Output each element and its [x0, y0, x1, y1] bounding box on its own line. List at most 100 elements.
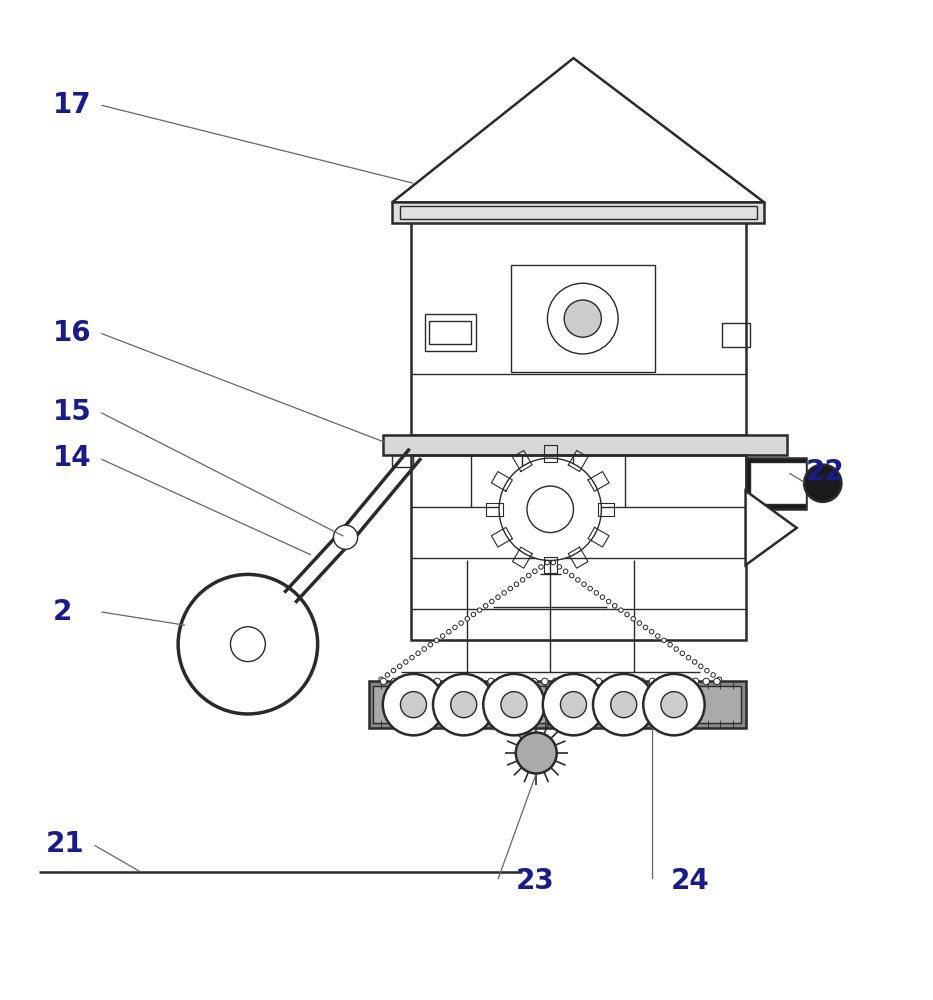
Circle shape [502, 591, 507, 595]
Circle shape [600, 595, 605, 599]
Circle shape [385, 673, 390, 677]
Circle shape [631, 617, 635, 621]
Text: 23: 23 [516, 867, 554, 895]
Circle shape [440, 634, 445, 638]
Circle shape [514, 582, 519, 586]
Circle shape [588, 586, 592, 591]
Circle shape [643, 625, 648, 630]
Circle shape [548, 283, 619, 354]
Text: 22: 22 [806, 458, 844, 486]
Circle shape [402, 678, 409, 685]
Circle shape [551, 560, 555, 565]
Bar [745, 458, 806, 509]
Circle shape [508, 586, 512, 591]
Circle shape [576, 578, 580, 582]
Circle shape [543, 674, 605, 735]
Text: 21: 21 [46, 830, 85, 858]
Circle shape [637, 621, 642, 625]
Circle shape [660, 678, 666, 685]
Circle shape [606, 678, 613, 685]
Bar [411, 455, 745, 640]
Circle shape [410, 655, 414, 660]
Circle shape [692, 678, 699, 685]
Circle shape [643, 674, 704, 735]
Circle shape [611, 692, 636, 718]
Circle shape [612, 604, 617, 608]
Circle shape [692, 660, 697, 664]
Circle shape [391, 678, 397, 685]
Circle shape [595, 678, 602, 685]
Circle shape [434, 638, 439, 643]
Circle shape [459, 621, 464, 625]
Circle shape [433, 674, 494, 735]
Bar [369, 681, 745, 728]
Circle shape [498, 678, 505, 685]
Circle shape [680, 651, 685, 656]
Circle shape [422, 647, 426, 651]
Circle shape [490, 599, 494, 604]
Circle shape [381, 678, 387, 685]
Circle shape [661, 638, 666, 643]
Circle shape [379, 677, 383, 681]
Circle shape [478, 608, 481, 612]
Text: 14: 14 [52, 444, 91, 472]
Circle shape [428, 642, 433, 647]
Circle shape [509, 678, 516, 685]
Circle shape [564, 300, 602, 337]
Circle shape [557, 565, 562, 569]
Circle shape [527, 486, 574, 533]
Circle shape [594, 591, 599, 595]
Circle shape [681, 678, 688, 685]
Circle shape [501, 692, 527, 718]
Text: 15: 15 [52, 398, 91, 426]
Circle shape [412, 678, 419, 685]
Circle shape [488, 678, 494, 685]
Circle shape [451, 692, 477, 718]
Bar [429, 321, 471, 344]
Circle shape [495, 595, 500, 599]
Bar [399, 206, 757, 219]
Circle shape [661, 692, 687, 718]
Circle shape [477, 678, 483, 685]
Circle shape [516, 733, 557, 773]
Text: 2: 2 [52, 598, 72, 626]
Circle shape [638, 678, 645, 685]
Circle shape [447, 629, 451, 634]
Circle shape [564, 678, 569, 685]
Circle shape [668, 642, 673, 647]
Bar [392, 202, 764, 223]
Circle shape [671, 678, 677, 685]
Circle shape [383, 674, 444, 735]
Circle shape [619, 608, 623, 612]
Circle shape [625, 612, 629, 617]
Circle shape [717, 677, 721, 681]
Circle shape [699, 664, 703, 669]
Circle shape [561, 692, 587, 718]
Bar [722, 323, 750, 347]
Bar [425, 314, 476, 351]
Circle shape [711, 673, 716, 677]
Circle shape [416, 651, 421, 656]
Circle shape [585, 678, 592, 685]
Circle shape [569, 573, 574, 578]
Circle shape [471, 612, 476, 617]
Circle shape [466, 678, 473, 685]
Bar [373, 686, 741, 723]
Circle shape [574, 678, 580, 685]
Circle shape [606, 599, 611, 604]
Circle shape [391, 668, 396, 673]
Circle shape [542, 678, 548, 685]
Circle shape [628, 678, 634, 685]
Bar [383, 435, 787, 455]
Text: 16: 16 [52, 319, 91, 347]
Circle shape [538, 565, 543, 569]
Circle shape [687, 655, 690, 660]
Circle shape [545, 560, 550, 565]
Text: 24: 24 [671, 867, 710, 895]
Circle shape [453, 625, 457, 630]
Circle shape [714, 678, 720, 685]
Circle shape [564, 569, 568, 574]
Circle shape [582, 582, 586, 586]
Circle shape [465, 617, 469, 621]
Circle shape [649, 678, 656, 685]
